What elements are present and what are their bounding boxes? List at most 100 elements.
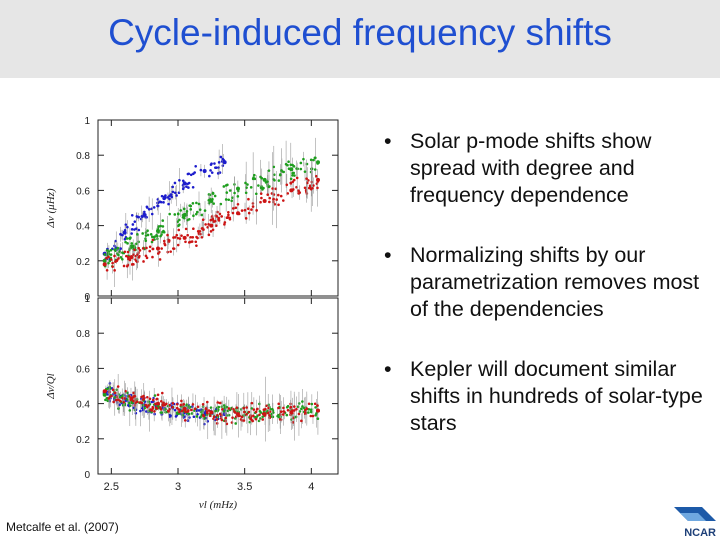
scatter-point — [243, 410, 246, 414]
scatter-point — [118, 403, 121, 407]
scatter-point — [180, 234, 183, 237]
y-tick-label: 0 — [84, 292, 90, 303]
scatter-point — [305, 177, 308, 180]
scatter-point — [258, 402, 261, 406]
scatter-point — [224, 198, 228, 201]
scatter-point — [295, 176, 299, 180]
scatter-point — [182, 207, 186, 211]
scatter-point — [126, 398, 129, 401]
scatter-point — [244, 191, 248, 195]
scatter-point — [166, 233, 169, 237]
scatter-point — [183, 419, 187, 422]
scatter-point — [146, 395, 149, 399]
scatter-point — [275, 198, 278, 201]
scatter-point — [126, 225, 129, 229]
scatter-point — [307, 411, 310, 414]
bullet-list: • Solar p-mode shifts show spread with de… — [382, 128, 712, 470]
scatter-point — [303, 186, 307, 190]
scatter-point — [285, 183, 289, 187]
scatter-point — [182, 402, 186, 406]
scatter-point — [130, 262, 134, 266]
scatter-point — [104, 398, 107, 402]
scatter-point — [258, 410, 262, 413]
scatter-point — [194, 212, 198, 216]
scatter-point — [105, 396, 109, 400]
scatter-point — [116, 385, 120, 388]
scatter-point — [132, 391, 135, 395]
scatter-point — [132, 399, 135, 403]
y-tick-label: 0 — [84, 470, 90, 481]
scatter-point — [289, 177, 293, 181]
bullet-item: • Normalizing shifts by our parametrizati… — [382, 242, 712, 323]
slide-title: Cycle-induced frequency shifts — [108, 12, 612, 53]
y-tick-label: 0.4 — [76, 222, 90, 233]
scatter-point — [217, 166, 220, 169]
scatter-point — [176, 243, 180, 247]
scatter-point — [127, 257, 130, 261]
scatter-point — [133, 248, 136, 252]
scatter-point — [301, 400, 304, 403]
scatter-point — [109, 248, 113, 252]
data-layer-bottom — [102, 373, 320, 442]
scatter-point — [107, 397, 111, 400]
scatter-point — [211, 192, 215, 195]
scatter-point — [195, 235, 198, 239]
scatter-point — [137, 228, 141, 232]
scatter-point — [181, 179, 185, 183]
scatter-point — [254, 192, 258, 196]
scatter-point — [227, 213, 230, 217]
scatter-point — [249, 186, 253, 189]
scatter-point — [286, 408, 290, 412]
scatter-point — [168, 212, 171, 216]
scatter-point — [111, 261, 114, 265]
plot-frame-bottom — [97, 297, 339, 475]
scatter-point — [130, 232, 133, 235]
scatter-point — [171, 401, 175, 405]
scatter-point — [272, 197, 275, 201]
scatter-point — [223, 406, 226, 410]
scatter-point — [299, 167, 303, 171]
scatter-point — [252, 176, 255, 180]
scatter-point — [211, 218, 215, 221]
scatter-point — [251, 419, 254, 423]
scatter-point — [257, 184, 260, 187]
scatter-point — [297, 189, 300, 192]
scatter-point — [200, 235, 204, 239]
scatter-point — [281, 413, 285, 416]
scatter-point — [195, 244, 198, 247]
y-tick-label: 0.8 — [76, 151, 90, 162]
data-point — [182, 406, 187, 411]
scatter-point — [106, 393, 109, 396]
scatter-point — [207, 409, 211, 412]
scatter-point — [176, 212, 180, 216]
scatter-point — [188, 405, 192, 409]
scatter-point — [259, 192, 263, 195]
scatter-point — [183, 216, 186, 220]
scatter-point — [156, 393, 160, 397]
scatter-point — [212, 202, 215, 205]
scatter-point — [139, 217, 143, 221]
scatter-point — [146, 229, 149, 233]
data-point — [142, 213, 147, 218]
scatter-point — [143, 210, 146, 214]
scatter-point — [160, 247, 163, 250]
scatter-point — [159, 408, 163, 411]
scatter-point — [112, 400, 115, 404]
scatter-point — [218, 401, 222, 405]
bullet-item: • Kepler will document similar shifts in … — [382, 356, 712, 437]
scatter-point — [256, 407, 259, 411]
scatter-point — [231, 211, 235, 215]
scatter-point — [282, 199, 285, 202]
scatter-point — [247, 410, 251, 414]
scatter-point — [136, 233, 139, 236]
scatter-point — [300, 419, 303, 423]
scatter-point — [187, 217, 191, 221]
scatter-point — [309, 410, 313, 414]
scatter-point — [208, 414, 212, 418]
scatter-point — [218, 212, 222, 216]
scatter-point — [193, 407, 197, 411]
scatter-point — [159, 234, 162, 238]
scatter-point — [217, 219, 221, 222]
scatter-point — [297, 192, 300, 195]
scatter-point — [293, 174, 296, 177]
